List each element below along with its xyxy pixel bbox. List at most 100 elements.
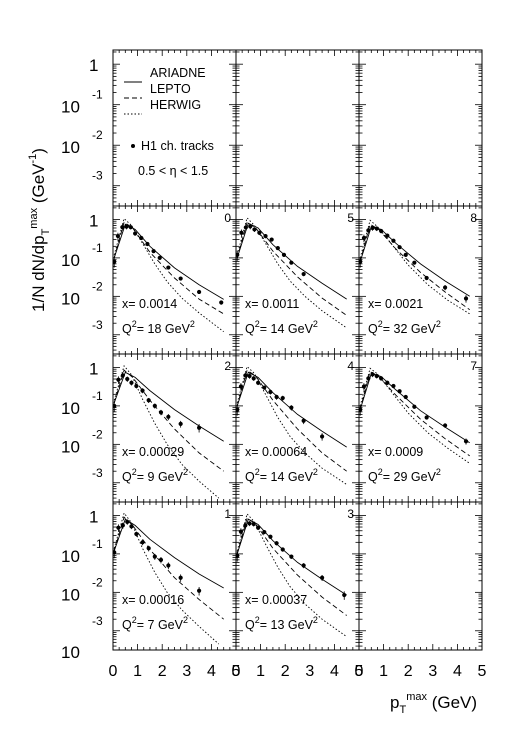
lepto-curve [113, 221, 224, 315]
data-point [289, 260, 294, 265]
data-point [280, 395, 285, 401]
panel-index: 8 [470, 211, 477, 225]
q2-label-part: 2 [436, 319, 441, 329]
data-point [124, 224, 129, 229]
panel-curves [236, 365, 347, 485]
data-panel-2 [113, 364, 224, 499]
lepto-curve [236, 517, 347, 616]
q2-label-part: Q [368, 322, 378, 336]
data-point [178, 276, 183, 281]
q2-label-part: 2 [313, 467, 318, 477]
panel-0-2 [358, 49, 483, 207]
data-panel-8 [359, 219, 470, 315]
data-point [128, 225, 133, 230]
lepto-curve [236, 221, 347, 316]
data-point [263, 233, 268, 239]
panel-q2-label: Q2= 7 GeV2 [122, 615, 188, 632]
x-tick-label: 5 [478, 663, 487, 680]
data-point [248, 224, 253, 229]
q2-label-part: 2 [255, 615, 260, 625]
legend-label: HERWIG [150, 98, 201, 112]
lepto-curve [359, 370, 470, 457]
panel-index: 7 [470, 359, 477, 373]
y-tick-label: -1 [92, 389, 103, 403]
legend-label: ARIADNE [150, 66, 206, 80]
data-point [178, 421, 183, 427]
data-point [166, 563, 171, 568]
data-point [120, 373, 125, 378]
herwig-curve [359, 367, 470, 464]
x-tick-label: 4 [330, 663, 339, 680]
data-point [443, 423, 448, 428]
data-point [219, 300, 224, 305]
panel-q2-label: Q2= 14 GeV2 [245, 467, 318, 484]
y-tick-label: 1 [89, 211, 98, 230]
data-point [289, 554, 294, 559]
data-point [238, 384, 244, 389]
data-point [463, 439, 469, 444]
data-point [113, 259, 117, 264]
data-point [178, 575, 183, 580]
x-tick-label: 3 [428, 663, 437, 680]
data-point [197, 588, 202, 593]
x-axis-title: pTmax (GeV) [390, 691, 477, 716]
q2-label-part: 2 [255, 319, 260, 329]
ariadne-curve [113, 518, 224, 589]
data-panel-5 [236, 217, 347, 329]
panel-q2-label: Q2= 32 GeV2 [368, 319, 441, 336]
data-point [374, 373, 379, 379]
data-point [359, 259, 363, 264]
data-point [239, 230, 244, 235]
y-tick-label: -3 [92, 169, 103, 183]
q2-label-part: 2 [255, 467, 260, 477]
x-tick-label: 2 [281, 663, 290, 680]
q2-label-part: 2 [378, 467, 383, 477]
panel-x-label: x= 0.00029 [122, 445, 184, 459]
y-tick-label: -1 [92, 537, 103, 551]
y-tick-label: 10 [61, 547, 80, 566]
data-point [361, 384, 367, 389]
y-tick-label: 10 [61, 585, 80, 604]
data-point [397, 245, 402, 250]
herwig-curve [113, 512, 220, 645]
x-tick-label: 0 [109, 663, 118, 680]
data-point [129, 380, 134, 385]
q2-label-part: Q [122, 470, 132, 484]
x-tick-label: 2 [404, 663, 413, 680]
panel-curves [359, 367, 470, 464]
data-panel-0 [113, 217, 224, 333]
data-point [116, 377, 121, 382]
data-point [166, 265, 171, 270]
y-tick-label: -3 [92, 318, 103, 332]
y-tick-label: 10 [61, 289, 80, 308]
data-point [133, 231, 138, 236]
data-point [145, 241, 150, 247]
y-tick-label: -1 [92, 241, 103, 255]
q2-label-part: 2 [313, 319, 318, 329]
data-point [152, 403, 157, 408]
data-point [281, 252, 287, 257]
ariadne-curve [236, 222, 347, 300]
y-tick-label: -2 [92, 575, 103, 589]
data-point [424, 275, 429, 281]
q2-label-part: 2 [436, 467, 441, 477]
data-point [151, 249, 156, 254]
panel-frame [235, 49, 360, 207]
panel-x-label: x= 0.00064 [245, 445, 307, 459]
y-tick-label: -2 [92, 128, 103, 142]
q2-label-part: = 29 GeV [383, 470, 437, 484]
x-tick-label: 3 [182, 663, 191, 680]
data-point [256, 525, 261, 530]
data-point [129, 524, 134, 529]
data-point [236, 553, 240, 558]
panel-q2-label: Q2= 13 GeV2 [245, 615, 318, 632]
q2-label-part: Q [245, 618, 255, 632]
data-point [275, 245, 280, 251]
panel-0-1 [235, 49, 360, 207]
data-point [269, 237, 274, 242]
panel-x-label: x= 0.00016 [122, 593, 184, 607]
panel-curves [359, 219, 470, 315]
data-point [301, 271, 306, 277]
q2-label-part: 2 [190, 319, 195, 329]
panel-frame [358, 501, 483, 651]
